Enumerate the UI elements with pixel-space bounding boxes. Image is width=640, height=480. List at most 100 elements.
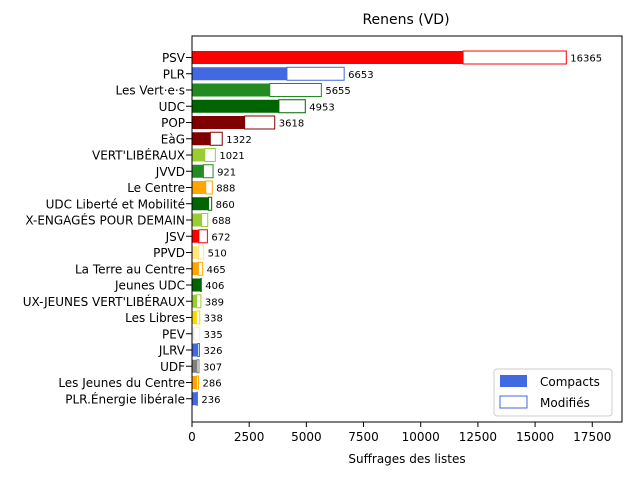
legend-label-modifies: Modifiés: [540, 396, 590, 410]
chart-title: Renens (VD): [362, 12, 449, 28]
value-label: 326: [203, 346, 222, 357]
bar-modifies: [196, 391, 198, 406]
category-label: Les Vert·e·s: [116, 84, 186, 98]
bar-compacts: [192, 294, 197, 308]
bar-modifies: [244, 115, 276, 130]
category-label: UDC: [159, 100, 185, 114]
bar-compacts: [192, 213, 202, 227]
x-axis-ticks: 0 2500 5000 7500 10000 12500 15000 17500: [188, 422, 611, 444]
bar-modifies: [207, 196, 213, 211]
category-label: PLR: [163, 67, 185, 81]
category-label: POP: [161, 116, 185, 130]
bar-compacts: [192, 229, 199, 243]
bar-modifies: [269, 83, 322, 97]
category-label: Jeunes UDC: [114, 279, 185, 293]
bar-compacts: [192, 197, 209, 211]
bar-modifies: [205, 180, 213, 195]
bar-compacts: [192, 132, 211, 146]
x-tick-label: 2500: [234, 430, 265, 444]
bar-modifies: [202, 164, 214, 179]
bar-modifies: [462, 50, 567, 65]
value-label: 16365: [570, 54, 602, 65]
x-tick-label: 15000: [516, 430, 554, 444]
bar-modifies: [196, 375, 200, 390]
bar-modifies: [195, 310, 201, 325]
bar-compacts: [192, 311, 197, 324]
category-label: Les Libres: [125, 311, 185, 325]
bar-compacts: [192, 278, 201, 292]
category-label: La Terre au Centre: [75, 262, 185, 276]
category-labels: PSV PLR Les Vert·e·s UDC POP EàG VERT'LIBÉRAUX…: [23, 51, 186, 406]
category-label: JSV: [165, 230, 186, 244]
category-label: JVVD: [155, 165, 185, 179]
bar-modifies: [197, 261, 204, 276]
value-label: 921: [217, 167, 236, 178]
bar-compacts: [192, 99, 279, 113]
x-tick-label: 7500: [348, 430, 379, 444]
bar-modifies: [204, 148, 216, 162]
value-label: 236: [201, 395, 220, 406]
value-label: 688: [212, 216, 231, 227]
bar-compacts: [192, 148, 205, 162]
value-label: 1021: [219, 151, 244, 162]
bar-modifies: [196, 294, 202, 309]
bar-compacts: [192, 164, 204, 178]
value-label: 3618: [279, 119, 304, 130]
category-label: Le Centre: [127, 181, 185, 195]
value-label: 406: [205, 281, 224, 292]
x-tick-label: 5000: [291, 430, 322, 444]
bar-modifies: [198, 229, 208, 244]
bar-modifies: [201, 213, 209, 227]
x-tick-label: 17500: [573, 430, 611, 444]
bar-modifies: [278, 99, 306, 114]
value-label: 338: [204, 314, 223, 325]
bar-compacts: [192, 67, 287, 81]
bar-compacts: [192, 359, 198, 373]
value-label: 860: [216, 200, 235, 211]
plot-frame: [191, 35, 623, 423]
legend-swatch-modifies: [499, 395, 528, 409]
bar-modifies: [197, 343, 200, 357]
x-tick-label: 0: [188, 430, 196, 444]
bar-modifies: [209, 131, 223, 146]
bar-compacts: [192, 392, 197, 406]
bar-compacts: [192, 262, 199, 276]
category-label: X-ENGAGÉS POUR DEMAIN: [25, 213, 185, 228]
bar-compacts: [192, 246, 199, 259]
legend-label-compacts: Compacts: [540, 375, 600, 389]
value-label: 465: [207, 265, 226, 276]
bar-compacts: [192, 376, 197, 389]
value-label: 4953: [309, 102, 334, 113]
x-tick-label: 12500: [459, 430, 497, 444]
category-label: Les Jeunes du Centre: [58, 376, 185, 390]
value-label: 5655: [325, 86, 350, 97]
category-label: PLR.Énergie libérale: [65, 391, 185, 406]
value-label: 888: [216, 184, 235, 195]
category-label: UDF: [160, 360, 185, 374]
bar-modifies: [286, 66, 345, 81]
category-label: PPVD: [153, 246, 185, 260]
legend-swatch-compacts: [500, 375, 527, 387]
value-label: 389: [205, 297, 224, 308]
value-labels: 16365 6653 5655 4953 3618 1322 1021 921 888 860 68…: [186, 54, 602, 406]
value-label: 6653: [348, 70, 373, 81]
category-label: JLRV: [158, 344, 186, 358]
x-axis-label: Suffrages des listes: [348, 452, 465, 466]
value-label: 672: [211, 232, 230, 243]
bar-modifies: [198, 245, 205, 260]
bar-compacts: [192, 343, 198, 357]
category-label: PEV: [162, 327, 186, 341]
value-label: 510: [208, 249, 227, 260]
bar-compacts: [192, 83, 270, 97]
legend: Compacts Modifiés: [493, 368, 613, 417]
value-label: 286: [203, 379, 222, 390]
bar-compacts: [192, 51, 464, 64]
value-label: 307: [203, 362, 222, 373]
bar-modifies: [196, 359, 200, 374]
category-label: UDC Liberté et Mobilité: [46, 197, 185, 211]
category-label: UX-JEUNES VERT'LIBÉRAUX: [23, 294, 185, 309]
bar-compacts: [192, 116, 245, 129]
category-label: VERT'LIBÉRAUX: [92, 148, 185, 163]
x-tick-label: 10000: [402, 430, 440, 444]
